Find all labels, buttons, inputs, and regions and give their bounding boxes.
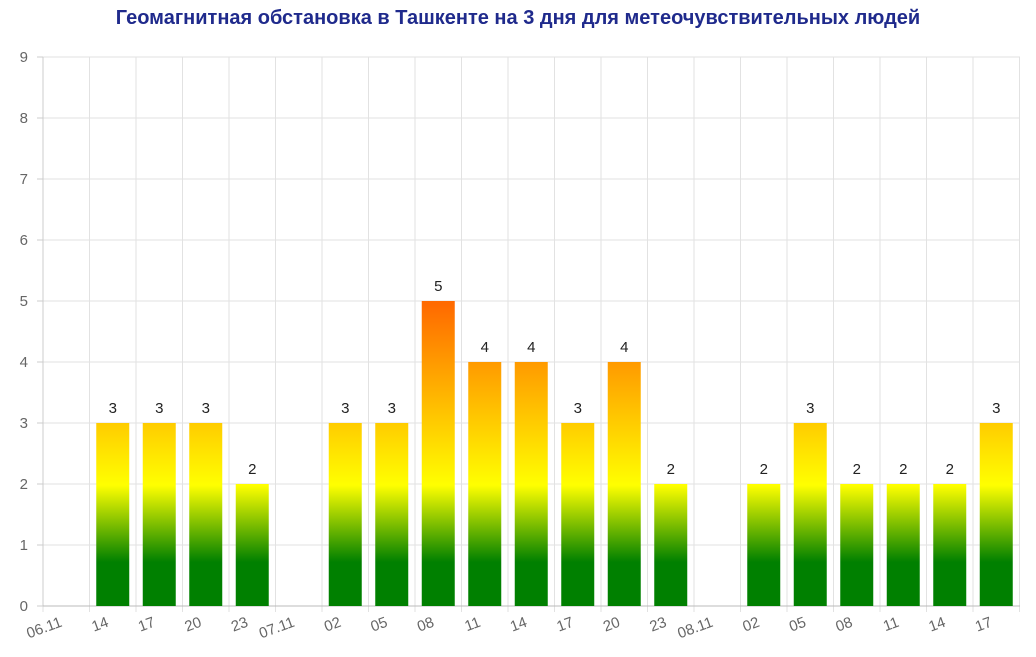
x-tick-label: 07.11 bbox=[257, 614, 297, 642]
bar[interactable] bbox=[654, 484, 688, 606]
y-tick-label: 9 bbox=[20, 49, 28, 66]
bar[interactable] bbox=[607, 362, 641, 606]
data-label: 2 bbox=[248, 461, 256, 478]
x-tick-label: 08 bbox=[415, 614, 436, 636]
x-tick-label: 17 bbox=[554, 614, 575, 636]
x-tick-label: 23 bbox=[647, 614, 668, 636]
data-label: 4 bbox=[481, 339, 489, 356]
data-label: 3 bbox=[202, 400, 210, 417]
bar[interactable] bbox=[235, 484, 269, 606]
x-tick-label: 02 bbox=[322, 614, 343, 636]
y-tick-label: 1 bbox=[20, 537, 28, 554]
data-label: 4 bbox=[620, 339, 628, 356]
y-tick-label: 0 bbox=[20, 598, 28, 615]
data-label: 3 bbox=[806, 400, 814, 417]
bar[interactable] bbox=[328, 423, 362, 606]
data-label: 2 bbox=[853, 461, 861, 478]
chart-title: Геомагнитная обстановка в Ташкенте на 3 … bbox=[115, 7, 921, 29]
y-tick-label: 4 bbox=[20, 354, 28, 371]
y-tick-label: 6 bbox=[20, 232, 28, 249]
y-tick-labels: 0 1 2 3 4 5 6 7 8 9 bbox=[20, 49, 28, 615]
x-tick-label: 02 bbox=[740, 614, 761, 636]
bar[interactable] bbox=[933, 484, 967, 606]
x-tick-label: 08 bbox=[833, 614, 854, 636]
data-label: 2 bbox=[899, 461, 907, 478]
x-tick-label: 05 bbox=[787, 614, 808, 636]
x-tick-label: 11 bbox=[462, 614, 482, 635]
data-label: 2 bbox=[946, 461, 954, 478]
bar[interactable] bbox=[375, 423, 409, 606]
bar[interactable] bbox=[793, 423, 827, 606]
x-tick-label: 08.11 bbox=[675, 614, 715, 642]
y-tick-label: 7 bbox=[20, 171, 28, 188]
bar[interactable] bbox=[421, 301, 455, 606]
bar[interactable] bbox=[747, 484, 781, 606]
data-label: 3 bbox=[388, 400, 396, 417]
data-label: 3 bbox=[574, 400, 582, 417]
y-tick-label: 5 bbox=[20, 293, 28, 310]
data-label: 3 bbox=[155, 400, 163, 417]
x-tick-labels: 06.11 14 17 20 23 07.11 02 05 08 11 14 17 20 23 08.11 0… bbox=[24, 614, 994, 642]
data-label: 4 bbox=[527, 339, 535, 356]
x-tick-label: 17 bbox=[136, 614, 157, 636]
bar[interactable] bbox=[468, 362, 502, 606]
bars bbox=[96, 301, 1013, 606]
bar[interactable] bbox=[561, 423, 595, 606]
x-tick-label: 05 bbox=[368, 614, 389, 636]
x-tick-label: 11 bbox=[881, 614, 901, 635]
y-tick-label: 2 bbox=[20, 476, 28, 493]
bar[interactable] bbox=[886, 484, 920, 606]
x-tick-label: 06.11 bbox=[24, 614, 64, 642]
bar[interactable] bbox=[96, 423, 130, 606]
bar[interactable] bbox=[142, 423, 176, 606]
y-tick-label: 3 bbox=[20, 415, 28, 432]
data-labels: 3 3 3 2 3 3 5 4 4 3 4 2 2 3 2 2 2 3 bbox=[109, 278, 1001, 478]
bar[interactable] bbox=[840, 484, 874, 606]
x-tick-label: 14 bbox=[89, 614, 110, 636]
data-label: 3 bbox=[992, 400, 1000, 417]
x-tick-label: 20 bbox=[182, 614, 203, 636]
data-label: 3 bbox=[341, 400, 349, 417]
bar[interactable] bbox=[514, 362, 548, 606]
x-tick-label: 17 bbox=[973, 614, 994, 636]
data-label: 2 bbox=[667, 461, 675, 478]
data-label: 3 bbox=[109, 400, 117, 417]
bar[interactable] bbox=[189, 423, 223, 606]
x-tick-label: 23 bbox=[229, 614, 250, 636]
bar[interactable] bbox=[979, 423, 1013, 606]
data-label: 5 bbox=[434, 278, 442, 295]
data-label: 2 bbox=[760, 461, 768, 478]
y-tick-label: 8 bbox=[20, 110, 28, 127]
x-tick-label: 20 bbox=[601, 614, 622, 636]
x-tick-label: 14 bbox=[926, 614, 947, 636]
x-tick-label: 14 bbox=[508, 614, 529, 636]
